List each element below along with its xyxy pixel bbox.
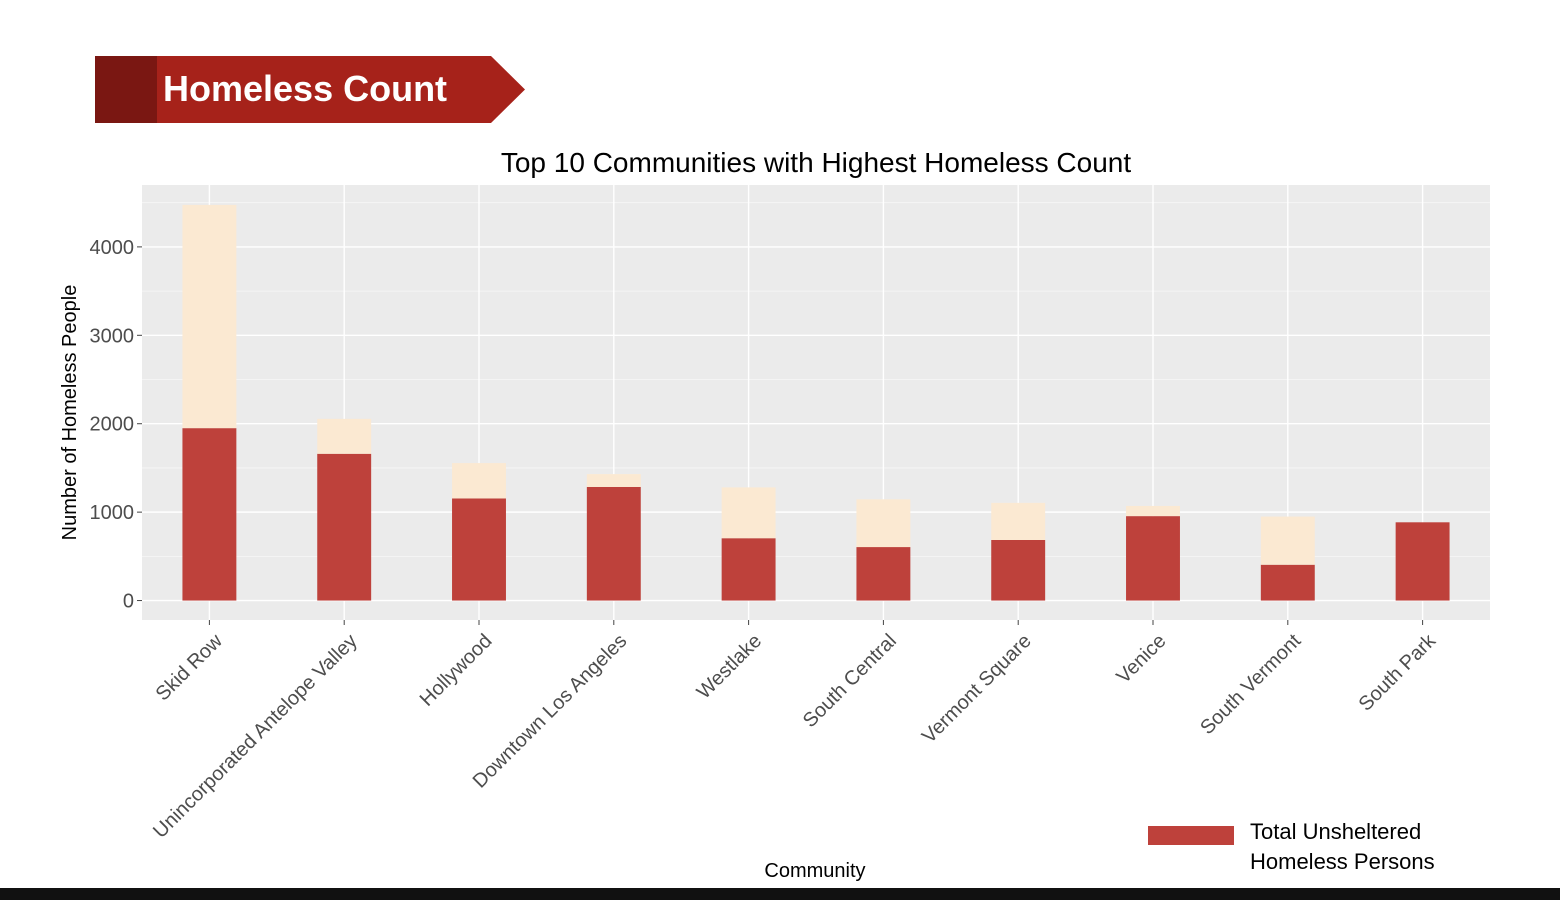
bar-unsheltered	[1395, 522, 1450, 601]
bar-remainder	[856, 499, 911, 548]
chart-title: Top 10 Communities with Highest Homeless…	[501, 147, 1131, 178]
y-tick-label: 1000	[90, 502, 135, 524]
bar-unsheltered	[721, 538, 776, 601]
bar-unsheltered	[1126, 516, 1180, 601]
bar-remainder	[1260, 516, 1315, 565]
title-banner: Homeless Count	[95, 56, 525, 123]
x-tick-label: Hollywood	[416, 630, 497, 711]
bar-unsheltered	[452, 498, 506, 601]
bar-remainder	[721, 487, 776, 539]
y-tick-label: 4000	[90, 237, 135, 259]
bar-unsheltered	[586, 486, 641, 601]
x-axis-label: Community	[764, 860, 865, 882]
bar-remainder	[452, 463, 506, 499]
bar-unsheltered	[182, 428, 237, 601]
y-axis-label: Number of Homeless People	[59, 285, 81, 541]
x-tick-label: South Central	[799, 630, 901, 732]
bar-unsheltered	[856, 547, 911, 601]
banner-shape	[95, 56, 525, 123]
bar-remainder	[586, 474, 641, 487]
page-title: Homeless Count	[163, 68, 448, 109]
bar-remainder	[317, 418, 372, 454]
legend-label: Total Unsheltered Homeless Persons	[1250, 819, 1435, 874]
y-tick-label: 2000	[90, 414, 135, 436]
x-tick-label: Venice	[1113, 630, 1171, 688]
bar-unsheltered	[1260, 564, 1315, 601]
bar-unsheltered	[991, 539, 1046, 601]
banner-arrow	[157, 56, 525, 123]
bar-remainder	[182, 204, 237, 429]
banner-accent-block	[95, 56, 159, 123]
bar-unsheltered	[317, 453, 372, 601]
legend-swatch	[1148, 826, 1234, 845]
x-tick-label: Skid Row	[152, 630, 228, 706]
x-tick-label: Westlake	[693, 630, 766, 703]
bar-remainder	[1126, 505, 1180, 517]
x-tick-label: Vermont Square	[918, 630, 1036, 748]
bottom-bar	[0, 888, 1560, 900]
x-tick-label: South Vermont	[1196, 630, 1305, 739]
bar-remainder	[991, 502, 1046, 540]
y-tick-label: 0	[123, 591, 134, 613]
x-tick-label: South Park	[1355, 629, 1441, 715]
x-tick-label: Downtown Los Angeles	[469, 630, 632, 793]
y-tick-label: 3000	[90, 325, 135, 347]
